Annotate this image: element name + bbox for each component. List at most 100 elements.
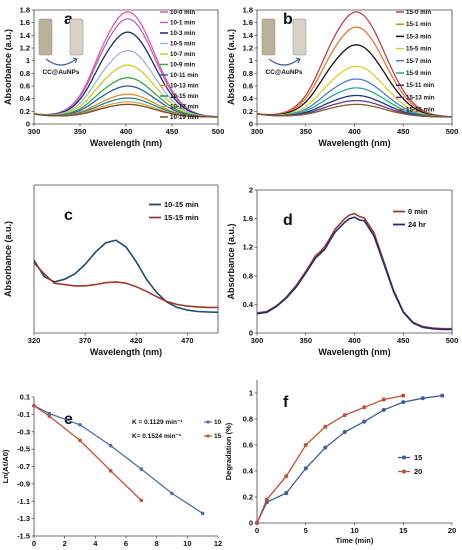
panel-letter: e	[64, 411, 73, 428]
legend-label: 10-1 min	[170, 20, 195, 27]
x-tick-label: 300	[251, 336, 264, 345]
legend-label: 10	[214, 419, 222, 426]
panel-b: b 300 350 400 450 500 0 0.2 0.4 0.6 0.8 1 1.2 1.4 1.6 1…	[226, 6, 458, 149]
legend-label: 10-11 min	[170, 72, 198, 79]
x-tick-label: 320	[28, 336, 41, 345]
data-point	[362, 405, 367, 410]
series-line	[33, 31, 219, 118]
y-tick-label: 0.6	[243, 82, 253, 91]
y-tick-label: -1.1	[17, 497, 30, 506]
data-point	[284, 474, 289, 479]
x-tick-label: 500	[446, 127, 459, 136]
legend-label: 20	[414, 467, 422, 476]
legend-marker	[206, 420, 210, 424]
x-tick-label: 15	[399, 526, 407, 535]
panel-a: a 300 350 400 450 500 0 0.2 0.4 0.6 0.8 1 1.2 1.4 1.6 1…	[3, 6, 224, 149]
legend-label: 10-0 min	[170, 9, 195, 16]
legend-label: 10-17 min	[170, 104, 199, 111]
legend-label: 15-13 min	[406, 94, 435, 101]
data-point	[323, 424, 328, 429]
series-line	[33, 49, 218, 118]
series-line	[33, 103, 218, 118]
x-tick-label: 400	[348, 336, 361, 345]
legend-label: 10-5 min	[170, 41, 195, 48]
series-line	[256, 212, 452, 330]
y-tick-label: 0.4	[243, 94, 254, 103]
x-tick-label: 20	[448, 526, 456, 535]
series-line	[33, 262, 218, 309]
x-axis-label: Wavelength (nm)	[318, 347, 390, 357]
x-tick-label: 500	[446, 336, 459, 345]
y-tick-label: 1	[249, 56, 253, 65]
legend-label: 10-3 min	[170, 30, 195, 37]
y-tick-label: 0.4	[243, 300, 254, 309]
panel-letter: b	[283, 11, 293, 28]
panel-e: e 0 2 4 6 8 10 12 0.1 -0.1 -0.3 -0.5 -0.7 -0.9 -1.1 -1.…	[1, 393, 222, 550]
x-axis-label: Wavelength (nm)	[318, 138, 390, 148]
y-tick-label: 0.8	[243, 69, 253, 78]
x-axis-label: Wavelength (nm)	[90, 138, 162, 148]
legend-label: 15	[214, 433, 222, 440]
y-tick-label: 1.4	[243, 31, 254, 40]
data-point	[303, 443, 308, 447]
legend-label: 15	[414, 453, 422, 462]
series-line	[256, 216, 452, 331]
y-tick-label: 1	[26, 56, 30, 65]
y-tick-label: 2	[249, 186, 253, 195]
legend-label: 15-7 min	[406, 58, 431, 65]
y-tick-label: 1.6	[243, 18, 253, 27]
x-tick-label: 8	[155, 539, 159, 548]
y-tick-label: 0	[26, 120, 30, 129]
series-line	[256, 65, 453, 118]
x-tick-label: 12	[214, 539, 222, 548]
y-tick-label: -0.5	[17, 445, 30, 454]
arrow-icon	[45, 58, 77, 66]
x-tick-label: 400	[120, 127, 133, 136]
x-tick-label: 0	[255, 526, 259, 535]
y-tick-label: 0.8	[243, 415, 253, 424]
inset-label: CC@AuNPs	[42, 69, 79, 76]
x-tick-label: 5	[304, 526, 308, 535]
series-line	[256, 11, 453, 118]
y-tick-label: 1.2	[20, 44, 30, 53]
x-tick-label: 470	[181, 336, 194, 345]
x-tick-label: 350	[74, 127, 87, 136]
data-point	[78, 438, 82, 443]
data-point	[401, 400, 406, 405]
data-point	[47, 411, 52, 416]
x-tick-label: 450	[397, 336, 410, 345]
legend-label: 15-1 min	[406, 21, 431, 28]
legend-label: 15-15 min	[406, 107, 435, 114]
y-tick-label: 1.2	[243, 243, 253, 252]
cuvette-after-icon	[69, 18, 84, 56]
legend-label: 10-7 min	[170, 51, 195, 58]
data-point	[264, 497, 269, 502]
legend-marker	[206, 434, 210, 438]
arrow-head-icon	[295, 57, 301, 64]
y-tick-label: 0	[249, 519, 253, 528]
x-tick-label: 10	[350, 526, 358, 535]
x-tick-label: 400	[348, 127, 361, 136]
data-point	[342, 413, 347, 418]
data-point	[323, 445, 328, 450]
x-tick-label: 2	[63, 539, 67, 548]
x-axis-label: Wavelength (nm)	[90, 347, 162, 357]
series-line	[33, 18, 219, 118]
data-point	[108, 469, 113, 473]
legend-marker	[402, 455, 406, 460]
data-point	[401, 393, 406, 398]
legend-marker	[402, 469, 406, 474]
x-tick-label: 300	[28, 127, 41, 136]
x-tick-label: 10	[183, 539, 191, 548]
x-tick-label: 370	[79, 336, 92, 345]
y-tick-label: -0.3	[17, 427, 30, 436]
data-point	[255, 521, 259, 525]
legend-label: 15-11 min	[406, 82, 434, 89]
arrow-head-icon	[72, 57, 78, 64]
x-tick-label: 350	[299, 336, 312, 345]
series-line	[256, 103, 452, 118]
x-tick-label: 6	[124, 539, 128, 548]
legend-label: 15-15 min	[164, 213, 199, 222]
y-tick-label: 0.4	[243, 467, 254, 476]
